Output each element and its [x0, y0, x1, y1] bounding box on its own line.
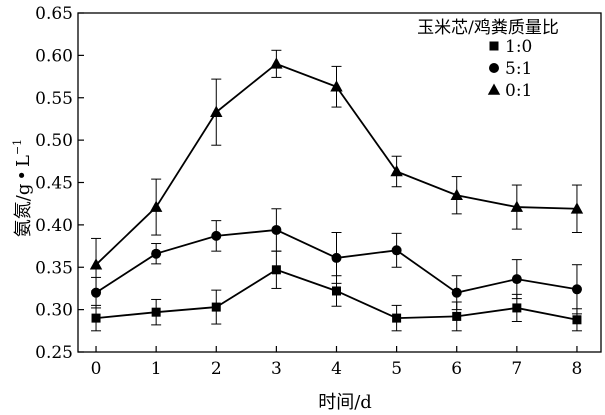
- data-point: [270, 57, 283, 69]
- x-tick-label: 8: [572, 359, 583, 379]
- y-axis: 0.25 0.30 0.35 0.40 0.45 0.50 0.55 0.60 0.65: [35, 4, 84, 363]
- data-point: [211, 302, 221, 312]
- data-point: [451, 287, 462, 298]
- data-point: [391, 245, 402, 256]
- x-tick-label: 6: [451, 359, 462, 379]
- legend-marker-square: [489, 41, 499, 51]
- legend-label: 5:1: [505, 59, 532, 79]
- x-tick-label: 2: [211, 359, 222, 379]
- legend-label: 1:0: [505, 37, 532, 57]
- y-axis-title-dot: •: [12, 170, 33, 181]
- data-point: [271, 265, 281, 275]
- y-tick-label: 0.65: [35, 4, 73, 24]
- data-point: [151, 248, 162, 259]
- legend: 玉米芯/鸡粪质量比 1:05:10:1: [417, 18, 559, 101]
- data-point: [210, 105, 223, 117]
- y-tick-label: 0.40: [35, 216, 73, 236]
- series-circle: [91, 208, 582, 315]
- x-tick-label: 0: [91, 359, 102, 379]
- data-point: [452, 311, 462, 321]
- y-axis-title-unit: L: [13, 155, 34, 167]
- x-tick-label: 1: [151, 359, 162, 379]
- series-square: [91, 250, 582, 332]
- series-triangle: [89, 49, 584, 292]
- y-axis-title: 氨氮/g • L−1: [11, 139, 34, 237]
- data-point: [392, 313, 402, 323]
- y-tick-label: 0.50: [35, 131, 73, 151]
- x-axis: 0 1 2 3 4 5 6 7 8: [91, 346, 583, 379]
- legend-label: 0:1: [505, 81, 532, 101]
- y-tick-label: 0.55: [35, 89, 73, 109]
- y-tick-label: 0.30: [35, 301, 73, 321]
- data-point: [91, 313, 101, 323]
- data-point: [149, 200, 163, 212]
- legend-marker-circle: [489, 63, 499, 73]
- data-point: [511, 274, 522, 285]
- data-point: [571, 284, 582, 295]
- data-point: [572, 315, 582, 325]
- y-tick-label: 0.60: [35, 46, 73, 66]
- data-point: [512, 303, 522, 313]
- x-axis-title: 时间/d: [318, 392, 372, 413]
- y-axis-title-main: 氨氮/g: [13, 184, 34, 238]
- y-tick-label: 0.35: [35, 258, 73, 278]
- y-axis-title-exponent: −1: [11, 139, 24, 155]
- data-point: [330, 80, 343, 92]
- x-tick-label: 4: [331, 359, 342, 379]
- legend-marker-triangle: [487, 83, 501, 95]
- data-point: [331, 252, 342, 263]
- data-point: [151, 307, 161, 317]
- legend-title: 玉米芯/鸡粪质量比: [417, 18, 559, 38]
- data-point: [89, 258, 103, 270]
- data-point: [271, 224, 282, 235]
- series-layer: [89, 49, 584, 332]
- y-tick-label: 0.25: [35, 343, 73, 363]
- data-point: [510, 200, 524, 212]
- data-point: [570, 202, 584, 214]
- data-point: [211, 230, 222, 241]
- x-tick-label: 5: [391, 359, 402, 379]
- x-tick-label: 3: [271, 359, 282, 379]
- data-point: [390, 164, 403, 177]
- data-point: [91, 287, 102, 298]
- x-tick-label: 7: [511, 359, 522, 379]
- data-point: [331, 286, 341, 296]
- data-point: [450, 188, 463, 201]
- y-tick-label: 0.45: [35, 174, 73, 194]
